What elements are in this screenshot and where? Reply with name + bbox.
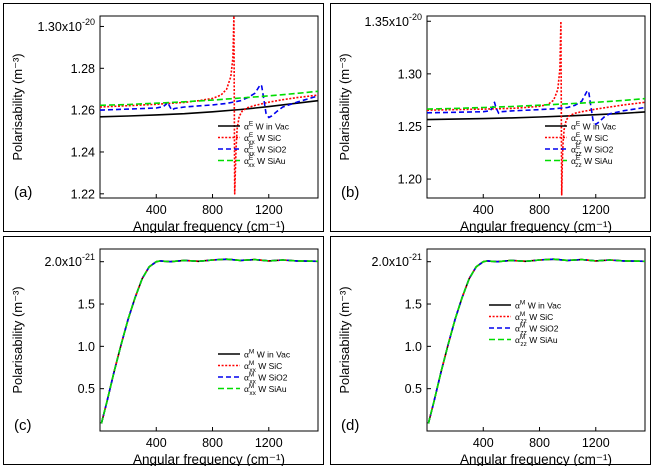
x-axis-label: Angular frequency (cm⁻¹) xyxy=(460,219,612,233)
y-tick-label: 1.5 xyxy=(78,298,95,312)
legend-entry: αE xx W SiC xyxy=(244,132,281,146)
x-tick-label: 1200 xyxy=(255,436,283,450)
legend-entry: αE W in Vac xyxy=(244,121,290,132)
plot-area xyxy=(426,248,646,432)
x-axis-label: Angular frequency (cm⁻¹) xyxy=(133,219,285,233)
series-line-2 xyxy=(100,258,318,424)
y-tick-label: 1.30x10-20 xyxy=(38,17,96,34)
panel-d: 0.5 1.0 1.5 2.0x10-21 400 800 1200 Angular freq… xyxy=(330,236,651,466)
plot-area xyxy=(426,15,646,199)
legend-entry: αM xx W SiAu xyxy=(244,383,287,397)
x-axis-label: Angular frequency (cm⁻¹) xyxy=(133,452,285,466)
series-line-3 xyxy=(100,258,318,424)
panel-label: (a) xyxy=(14,184,32,201)
panel-c: 0.5 1.0 1.5 2.0x10-21 400 800 1200 Angular freq… xyxy=(3,236,324,466)
series-group xyxy=(100,258,318,424)
legend-entry: αE xx W SiAu xyxy=(244,155,286,169)
series-line-2 xyxy=(427,20,645,196)
x-tick-label: 400 xyxy=(473,436,494,450)
y-tick-label: 1.30 xyxy=(398,67,422,81)
series-line-4 xyxy=(100,90,318,107)
panel-label: (d) xyxy=(341,417,359,434)
legend-entry: αE W in Vac xyxy=(571,121,617,132)
y-axis-label: Polarisability (m⁻³) xyxy=(10,286,25,393)
series-line-3 xyxy=(427,89,645,126)
x-tick-label: 800 xyxy=(529,436,550,450)
y-tick-label: 1.24 xyxy=(71,145,95,159)
legend-entry: αM W in Vac xyxy=(244,349,291,360)
chart-c: 0.5 1.0 1.5 2.0x10-21 400 800 1200 Angular freq… xyxy=(10,248,319,466)
panel-label: (c) xyxy=(14,417,32,434)
x-tick-label: 1200 xyxy=(255,203,283,217)
legend-entry: αE zz W SiO2 xyxy=(571,144,614,158)
plot-area xyxy=(99,248,319,432)
series-line-3 xyxy=(100,83,318,119)
x-tick-label: 1200 xyxy=(582,436,610,450)
y-tick-label: 1.20 xyxy=(398,173,422,187)
panel-a: 1.22 1.24 1.26 1.28 1.30x10-20 400 800 1200 Angu… xyxy=(3,3,324,233)
chart-a: 1.22 1.24 1.26 1.28 1.30x10-20 400 800 1200 Angu… xyxy=(10,15,319,233)
y-tick-label: 0.5 xyxy=(405,382,422,396)
y-tick-label: 1.0 xyxy=(405,340,422,354)
legend-entry: αE zz W SiAu xyxy=(571,155,613,169)
chart-d: 0.5 1.0 1.5 2.0x10-21 400 800 1200 Angular freq… xyxy=(337,248,646,466)
legend-entry: αM zz W SiO2 xyxy=(515,323,559,337)
y-axis-label: Polarisability (m⁻³) xyxy=(10,53,25,160)
y-axis-label: Polarisability (m⁻³) xyxy=(337,53,352,160)
legend-entry: αM zz W SiC xyxy=(515,311,553,325)
series-line-4 xyxy=(427,258,645,424)
series-line-1 xyxy=(100,258,318,424)
x-tick-label: 1200 xyxy=(582,203,610,217)
y-tick-label: 1.28 xyxy=(71,62,95,76)
y-tick-label: 1.22 xyxy=(71,187,95,201)
x-tick-label: 800 xyxy=(529,203,550,217)
y-tick-label: 1.35x10-20 xyxy=(365,12,423,29)
x-axis-label: Angular frequency (cm⁻¹) xyxy=(460,452,612,466)
x-tick-label: 400 xyxy=(146,203,167,217)
y-tick-label: 1.5 xyxy=(405,298,422,312)
legend-entry: αM W in Vac xyxy=(515,300,562,311)
chart-b: 1.20 1.25 1.30 1.35x10-20 400 800 1200 Angular … xyxy=(337,12,646,233)
y-tick-label: 1.26 xyxy=(71,104,95,118)
plot-area xyxy=(99,15,319,199)
y-axis-label: Polarisability (m⁻³) xyxy=(337,286,352,393)
x-tick-label: 800 xyxy=(202,436,223,450)
x-tick-label: 400 xyxy=(473,203,494,217)
y-tick-label: 1.0 xyxy=(78,340,95,354)
legend-entry: αM xx W SiC xyxy=(244,360,282,374)
panel-label: (b) xyxy=(341,184,359,201)
y-tick-label: 2.0x10-21 xyxy=(44,252,95,269)
legend-entry: αM zz W SiAu xyxy=(515,334,558,348)
legend-entry: αE xx W SiO2 xyxy=(244,144,287,158)
y-tick-label: 1.25 xyxy=(398,120,422,134)
legend-entry: αM xx W SiO2 xyxy=(244,372,288,386)
series-line-4 xyxy=(100,258,318,424)
y-tick-label: 2.0x10-21 xyxy=(371,252,422,269)
y-tick-label: 0.5 xyxy=(78,382,95,396)
legend-entry: αE zz W SiC xyxy=(571,132,608,146)
series-line-1 xyxy=(100,99,318,118)
series-group xyxy=(100,16,318,195)
series-group xyxy=(427,20,645,196)
series-line-4 xyxy=(427,97,645,110)
panel-b: 1.20 1.25 1.30 1.35x10-20 400 800 1200 Angular … xyxy=(330,3,651,233)
series-line-1 xyxy=(427,111,645,121)
series-group xyxy=(427,258,645,424)
x-tick-label: 400 xyxy=(146,436,167,450)
x-tick-label: 800 xyxy=(202,203,223,217)
